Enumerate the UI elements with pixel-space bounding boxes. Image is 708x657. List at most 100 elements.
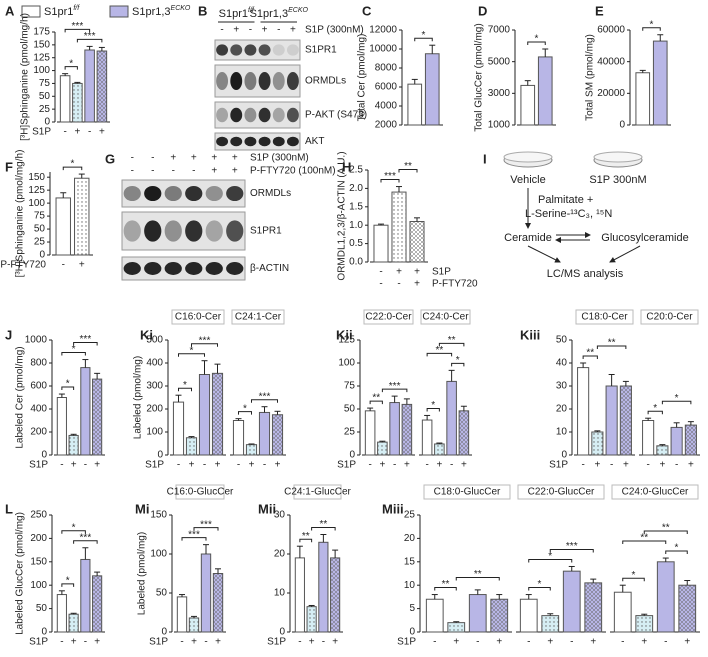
blot-sign: + bbox=[232, 153, 238, 164]
blot-band bbox=[258, 44, 271, 56]
label-sup: ECKO bbox=[288, 7, 308, 14]
sig-bracket bbox=[299, 538, 313, 543]
y-tick-label: 20 bbox=[404, 533, 416, 544]
blot-sign: + bbox=[211, 166, 217, 177]
blot-band-label: S1PR1 bbox=[250, 226, 282, 237]
blot-sign: + bbox=[232, 166, 238, 177]
group-title: C22:0-Cer bbox=[365, 312, 412, 323]
y-tick-label: 150 bbox=[33, 39, 50, 50]
sig-bracket bbox=[527, 41, 546, 45]
blot-sign: - bbox=[172, 166, 175, 177]
bar bbox=[84, 49, 95, 123]
panel-letter: Kii bbox=[336, 327, 353, 342]
y-tick-label: 25 bbox=[39, 104, 51, 115]
sig-bracket bbox=[528, 587, 551, 591]
y-tick-label: 10 bbox=[404, 580, 416, 591]
blot-band bbox=[185, 185, 203, 202]
x-sign: - bbox=[610, 460, 613, 471]
group-title: C16:0-GlucCer bbox=[167, 487, 234, 498]
group-title: C24:0-Cer bbox=[422, 312, 469, 323]
y-tick-label: 20000 bbox=[597, 88, 625, 99]
x-sign: - bbox=[84, 460, 87, 471]
sig-bracket bbox=[596, 345, 627, 349]
bar bbox=[642, 420, 655, 456]
blot-band bbox=[216, 44, 229, 56]
x-sign: - bbox=[263, 460, 266, 471]
sig-label: *** bbox=[200, 519, 212, 530]
y-tick-label: 150 bbox=[28, 172, 45, 183]
sig-bracket bbox=[414, 37, 433, 42]
group-title: C18:0-GlucCer bbox=[434, 487, 501, 498]
bar bbox=[294, 557, 305, 633]
bar bbox=[613, 591, 632, 633]
y-tick-label: 1.5 bbox=[349, 201, 363, 212]
x-sign: - bbox=[60, 460, 63, 471]
panel-letter: Kiii bbox=[520, 327, 540, 342]
y-tick-label: 20 bbox=[274, 549, 286, 560]
bar bbox=[258, 411, 271, 456]
bar bbox=[56, 397, 67, 456]
bar bbox=[434, 443, 445, 456]
blot-row-label: P-FTY720 (100nM) bbox=[250, 166, 336, 177]
label-name: S1pr1,3 bbox=[132, 6, 171, 18]
blot-band bbox=[230, 107, 243, 123]
y-tick-label: 100 bbox=[150, 549, 167, 560]
x-sign: - bbox=[621, 637, 624, 648]
diagram-label: L-Serine-¹³C₃, ¹⁵N bbox=[525, 208, 612, 220]
y-tick-label: 0 bbox=[41, 450, 47, 461]
x-sign: - bbox=[84, 637, 87, 648]
bar bbox=[74, 177, 90, 256]
group-title-box bbox=[171, 309, 225, 325]
sig-bracket bbox=[64, 66, 78, 70]
bar bbox=[56, 594, 67, 633]
x-row-label: S1P bbox=[397, 637, 416, 648]
x-sign: + bbox=[191, 637, 197, 648]
x-sign: + bbox=[404, 460, 410, 471]
blot-strip bbox=[214, 101, 301, 129]
x-row-label: S1P bbox=[145, 460, 164, 471]
legend-swatch bbox=[109, 5, 129, 18]
sig-label: *** bbox=[389, 381, 401, 392]
y-tick-label: 12000 bbox=[369, 25, 397, 36]
bar bbox=[407, 83, 423, 126]
y-tick-label: 3000 bbox=[488, 88, 511, 99]
x-sign: + bbox=[688, 460, 694, 471]
x-sign: - bbox=[570, 637, 573, 648]
x-sign: + bbox=[461, 460, 467, 471]
y-tick-label: 5 bbox=[409, 603, 415, 614]
blot-sign: - bbox=[192, 166, 195, 177]
blot-band bbox=[216, 72, 229, 90]
bar bbox=[55, 197, 71, 256]
blot-band bbox=[185, 262, 203, 275]
x-sign: + bbox=[659, 460, 665, 471]
x-row-label: S1P bbox=[29, 637, 48, 648]
x-sign: + bbox=[379, 460, 385, 471]
blot-band-label: P-AKT (S473) bbox=[305, 110, 367, 121]
blot-band-label: ORMDLs bbox=[305, 76, 346, 87]
sig-bracket bbox=[178, 353, 205, 357]
label-text: S1pr1f/f bbox=[219, 7, 255, 20]
blot-band bbox=[216, 136, 229, 147]
x-sign: + bbox=[215, 637, 221, 648]
bar bbox=[562, 570, 581, 633]
bar bbox=[678, 584, 697, 633]
panel-letter: Ki bbox=[140, 327, 153, 342]
y-tick-label: 50 bbox=[36, 603, 48, 614]
y-tick-label: 10 bbox=[274, 588, 286, 599]
x-sign: - bbox=[60, 637, 63, 648]
bar bbox=[232, 420, 245, 456]
sig-bracket bbox=[311, 527, 336, 531]
y-tick-label: 20 bbox=[556, 404, 568, 415]
bar bbox=[424, 53, 440, 126]
y-tick-label: 4000 bbox=[375, 101, 398, 112]
group-title-box bbox=[231, 309, 285, 325]
bar bbox=[373, 224, 389, 263]
bar bbox=[176, 596, 188, 633]
x-sign: - bbox=[527, 637, 530, 648]
blot-sign: + bbox=[211, 153, 217, 164]
y-tick-label: 100 bbox=[30, 580, 47, 591]
y-tick-label: 0.0 bbox=[349, 257, 363, 268]
bar bbox=[59, 75, 71, 123]
blot-sign: - bbox=[220, 25, 223, 36]
x-row-label: S1P bbox=[549, 460, 568, 471]
